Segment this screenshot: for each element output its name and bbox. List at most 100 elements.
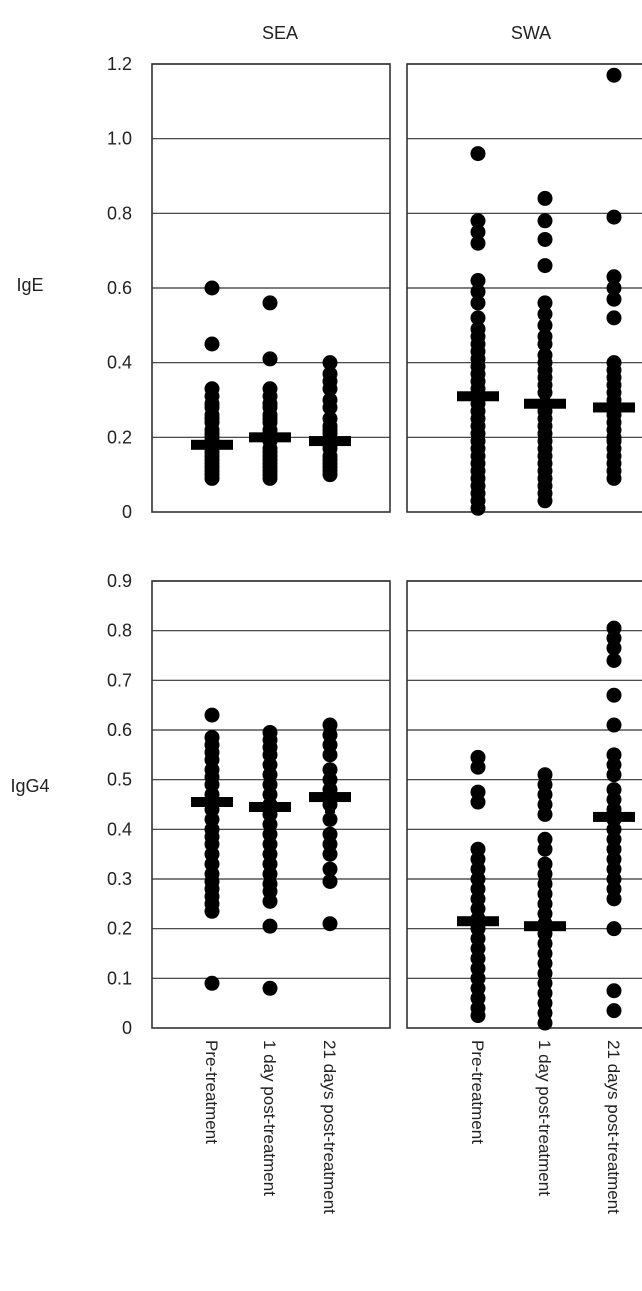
category-label-21-days-post-treatment: 21 days post-treatment	[604, 1040, 623, 1214]
mean-marker-vertical	[325, 781, 335, 814]
data-point	[204, 280, 220, 296]
y-tick-label: 0	[122, 502, 132, 522]
data-point	[537, 336, 553, 352]
data-point	[262, 351, 278, 367]
chart-row-igg4: IgG4 0 0.1 0.2 0.3 0.4 0.5 0.6 0.7 0.8 0.9 Pre-trea…	[10, 571, 642, 1214]
data-point	[470, 794, 486, 810]
data-point	[606, 470, 622, 486]
y-tick-label: 1.0	[107, 129, 132, 149]
data-point	[537, 190, 553, 206]
data-point	[606, 269, 622, 285]
group-1-day-post-treatment	[524, 767, 566, 1031]
mean-marker-vertical	[265, 790, 275, 823]
data-point	[606, 767, 622, 783]
data-point	[322, 846, 338, 862]
data-point	[606, 310, 622, 326]
group-21-days-post-treatment	[309, 355, 351, 483]
y-tick-label: 0.3	[107, 869, 132, 889]
y-tick-label: 0.1	[107, 968, 132, 988]
data-point	[262, 470, 278, 486]
data-point	[322, 381, 338, 397]
data-point	[470, 235, 486, 251]
chart-row-ige: IgE 0 0.2 0.4 0.6 0.8 1.0 1.2 SEA SWA	[16, 23, 642, 522]
group-1-day-post-treatment	[249, 724, 291, 996]
y-tick-label: 0.8	[107, 621, 132, 641]
data-point	[322, 747, 338, 763]
y-tick-label: 0.6	[107, 278, 132, 298]
y-tick-label: 1.2	[107, 54, 132, 74]
y-tick-label: 0.7	[107, 670, 132, 690]
data-point	[470, 213, 486, 229]
group-pre-treatment	[457, 749, 499, 1024]
group-pre-treatment	[191, 707, 233, 991]
y-tick-label: 0.9	[107, 571, 132, 591]
data-point	[606, 921, 622, 937]
panel-title-sea: SEA	[262, 23, 298, 43]
y-tick-label: 0.6	[107, 720, 132, 740]
data-point	[204, 707, 220, 723]
data-point	[537, 231, 553, 247]
data-point	[262, 893, 278, 909]
data-point	[470, 295, 486, 311]
panel-frame	[151, 580, 391, 1029]
y-tick-label: 0.2	[107, 427, 132, 447]
panel-title-swa: SWA	[511, 23, 551, 43]
data-point	[606, 67, 622, 83]
data-point	[204, 470, 220, 486]
row-label-igg4: IgG4	[10, 776, 49, 796]
panel-ige-sea: SEA	[151, 23, 391, 513]
mean-marker-vertical	[207, 786, 217, 819]
mean-marker-vertical	[207, 428, 217, 461]
data-point	[322, 811, 338, 827]
data-point	[322, 916, 338, 932]
data-point	[537, 493, 553, 509]
data-point	[262, 918, 278, 934]
data-point	[537, 295, 553, 311]
data-point	[606, 280, 622, 296]
data-point	[470, 310, 486, 326]
data-point	[537, 213, 553, 229]
data-point	[322, 861, 338, 877]
data-point	[537, 317, 553, 333]
panel-ige-swa: SWA	[406, 23, 642, 516]
group-21-days-post-treatment	[593, 67, 635, 486]
category-label-pre-treatment: Pre-treatment	[468, 1040, 487, 1144]
data-point	[470, 273, 486, 289]
data-point	[537, 258, 553, 274]
data-point	[204, 975, 220, 991]
mean-marker-vertical	[540, 387, 550, 420]
data-point	[204, 903, 220, 919]
data-point	[322, 355, 338, 371]
data-point	[606, 983, 622, 999]
category-label-21-days-post-treatment: 21 days post-treatment	[320, 1040, 339, 1214]
category-label-1-day-post-treatment: 1 day post-treatment	[535, 1040, 554, 1196]
y-tick-label: 0.4	[107, 819, 132, 839]
mean-marker-vertical	[609, 800, 619, 833]
data-point	[606, 652, 622, 668]
data-point	[606, 891, 622, 907]
data-point	[322, 399, 338, 415]
data-point	[470, 146, 486, 162]
data-point	[537, 306, 553, 322]
data-point	[322, 873, 338, 889]
data-point	[606, 717, 622, 733]
group-pre-treatment	[457, 146, 499, 516]
group-pre-treatment	[191, 280, 233, 486]
y-tick-label: 0.4	[107, 353, 132, 373]
category-label-pre-treatment: Pre-treatment	[202, 1040, 221, 1144]
data-point	[606, 209, 622, 225]
row-label-ige: IgE	[16, 275, 43, 295]
mean-marker-vertical	[473, 380, 483, 413]
data-point	[470, 1008, 486, 1024]
data-point	[322, 467, 338, 483]
data-point	[204, 336, 220, 352]
mean-marker-vertical	[473, 905, 483, 938]
data-point	[537, 806, 553, 822]
mean-marker-vertical	[540, 910, 550, 943]
data-point	[470, 500, 486, 516]
mean-marker-vertical	[609, 391, 619, 424]
data-point	[537, 841, 553, 857]
group-1-day-post-treatment	[524, 190, 566, 509]
panel-igg4-swa: Pre-treatment 1 day post-treatment 21 days…	[406, 580, 642, 1214]
y-tick-label: 0	[122, 1018, 132, 1038]
